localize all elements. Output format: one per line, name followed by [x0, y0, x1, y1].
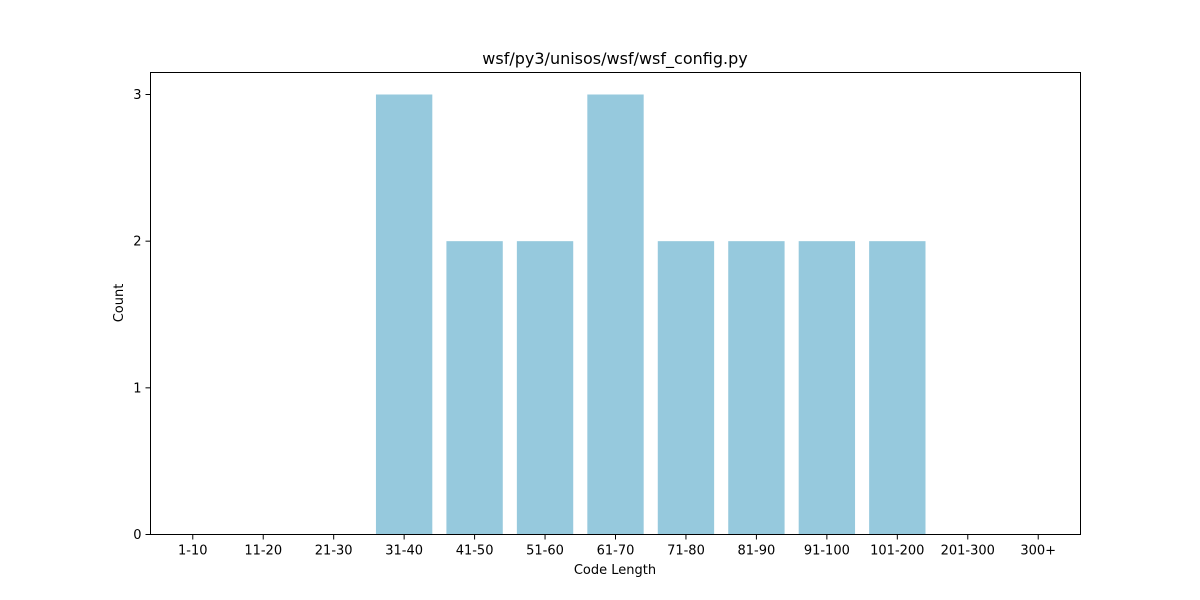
chart-title: wsf/py3/unisos/wsf/wsf_config.py — [482, 49, 747, 69]
bar-61-70 — [587, 94, 644, 535]
x-tick-label: 41-50 — [456, 544, 494, 559]
y-axis-label: Count — [112, 284, 127, 323]
bar-81-90 — [728, 241, 785, 535]
bar-71-80 — [657, 241, 715, 535]
bar-41-50 — [446, 241, 503, 535]
y-tick-label: 1 — [133, 381, 141, 396]
x-tick-label: 1-10 — [178, 544, 208, 559]
x-tick-label: 101-200 — [870, 544, 924, 559]
x-axis-label: Code Length — [574, 563, 656, 578]
x-tick-label: 31-40 — [385, 544, 423, 559]
x-tick-label: 51-60 — [526, 544, 564, 559]
y-tick-label: 2 — [133, 235, 141, 250]
x-tick-label: 91-100 — [804, 544, 850, 559]
bars-layer — [375, 94, 926, 535]
y-ticks-layer: 0 1 2 3 — [133, 88, 151, 543]
x-tick-label: 71-80 — [667, 544, 705, 559]
x-tick-label: 11-20 — [244, 544, 282, 559]
y-tick-label: 3 — [133, 88, 141, 103]
bar-91-100 — [798, 241, 856, 535]
bar-101-200 — [869, 241, 926, 535]
bar-31-40 — [375, 94, 433, 535]
x-tick-label: 21-30 — [315, 544, 353, 559]
x-tick-label: 201-300 — [941, 544, 995, 559]
x-tick-label: 81-90 — [738, 544, 776, 559]
x-tick-label: 61-70 — [597, 544, 635, 559]
bar-51-60 — [516, 241, 574, 535]
plot-area-frame — [150, 72, 1081, 535]
x-ticks-layer: 1-10 11-20 21-30 31-40 41-50 51-60 61-70 71-80 8… — [178, 534, 1056, 559]
y-tick-label: 0 — [133, 528, 141, 543]
x-tick-label: 300+ — [1020, 544, 1056, 559]
